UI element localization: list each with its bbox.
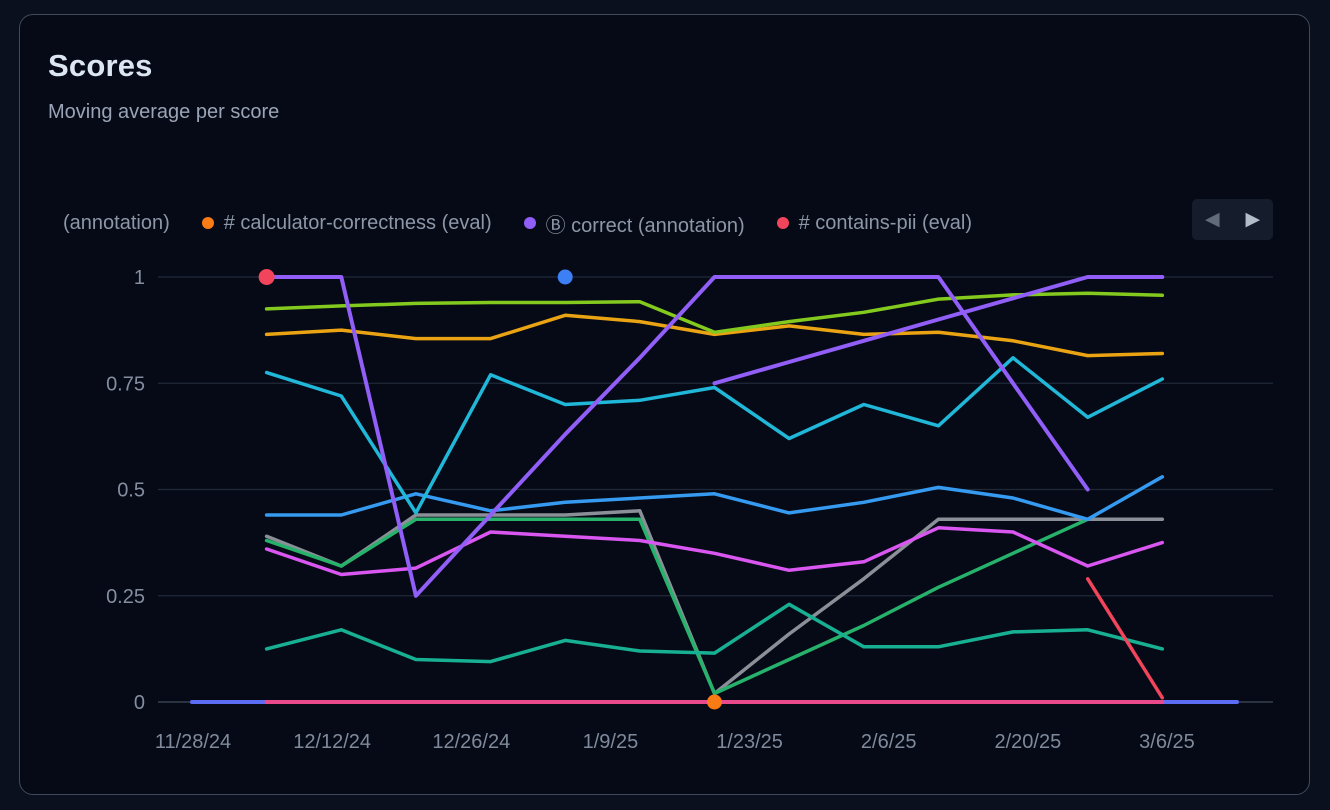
legend-swatch-red xyxy=(776,217,789,229)
x-axis-label: 11/28/24 xyxy=(155,731,231,753)
series-line-correct xyxy=(264,275,1090,598)
series-point-calculator_correctness xyxy=(706,694,722,710)
y-axis-label: 0.75 xyxy=(106,373,145,395)
page-subtitle: Moving average per score xyxy=(48,101,280,123)
legend-prev-button[interactable]: ◀ xyxy=(1197,203,1227,237)
legend-item-correct[interactable]: Ⓑ correct (annotation) xyxy=(523,209,745,238)
legend-label: (annotation) xyxy=(63,211,170,234)
x-axis-label: 12/26/24 xyxy=(432,731,510,753)
x-axis-label: 3/6/25 xyxy=(1139,731,1195,753)
right-arrow-icon: ▶ xyxy=(1245,209,1261,230)
legend-item-contains-pii[interactable]: # contains-pii (eval) xyxy=(776,211,973,235)
series-line-amber xyxy=(264,313,1165,358)
series-point-blue_point xyxy=(557,269,573,285)
legend: (annotation) # calculator-correctness (e… xyxy=(63,206,1183,240)
legend-next-button[interactable]: ▶ xyxy=(1238,203,1268,237)
page-title: Scores xyxy=(48,48,153,83)
legend-nav: ◀ ▶ xyxy=(1192,199,1273,240)
x-axis-label: 2/6/25 xyxy=(861,731,917,753)
series-point-contains_pii xyxy=(258,269,275,285)
series-line-cyan xyxy=(264,356,1165,515)
y-axis-label: 0.25 xyxy=(106,586,145,608)
legend-item-calculator-correctness[interactable]: # calculator-correctness (eval) xyxy=(201,211,492,235)
y-axis-label: 1 xyxy=(134,267,145,289)
legend-swatch-orange xyxy=(201,217,214,229)
series-line-magenta xyxy=(264,526,1165,577)
series-line-lime xyxy=(264,291,1165,335)
series-line-purple_rising xyxy=(712,275,1165,386)
series-line-blue xyxy=(264,475,1165,522)
x-axis-label: 2/20/25 xyxy=(994,731,1061,753)
y-axis-label: 0 xyxy=(134,692,145,714)
x-axis-label: 1/9/25 xyxy=(583,731,639,753)
y-axis-label: 0.5 xyxy=(117,480,145,502)
left-arrow-icon: ◀ xyxy=(1204,209,1220,230)
x-axis-label: 12/12/24 xyxy=(293,731,371,753)
series-line-green xyxy=(264,517,1090,696)
legend-label: Ⓑ correct (annotation) xyxy=(545,214,745,237)
scores-card xyxy=(19,14,1310,795)
legend-label: # calculator-correctness (eval) xyxy=(223,211,492,234)
series-line-contains_pii xyxy=(1085,577,1165,700)
legend-label: # contains-pii (eval) xyxy=(798,211,973,234)
x-axis-label: 1/23/25 xyxy=(716,731,783,753)
legend-item-annotation[interactable]: (annotation) xyxy=(63,212,170,235)
series-line-teal xyxy=(264,602,1165,664)
legend-swatch-purple xyxy=(523,217,536,229)
